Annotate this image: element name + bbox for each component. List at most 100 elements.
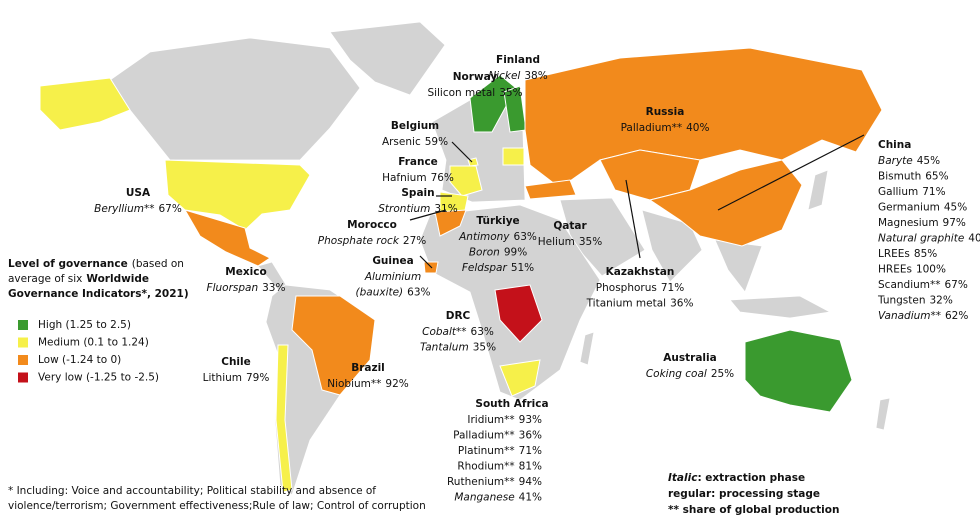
country-name: Morocco bbox=[347, 219, 397, 231]
material-share: 36% bbox=[670, 298, 693, 310]
material-label: Antimony 63% bbox=[458, 231, 537, 243]
material-label: Germanium 45% bbox=[878, 202, 967, 214]
country-name: France bbox=[398, 156, 438, 168]
material-share: 45% bbox=[917, 155, 940, 167]
material-label: Strontium 31% bbox=[378, 203, 457, 215]
material-name: LREEs bbox=[878, 248, 910, 260]
poland bbox=[502, 147, 525, 166]
key-part: ** share of global production bbox=[668, 504, 839, 516]
legend-title: Governance Indicators*, 2021) bbox=[8, 288, 189, 300]
material-label: Tantalum 35% bbox=[420, 342, 496, 354]
material-share: 25% bbox=[711, 368, 734, 380]
material-name: (bauxite) bbox=[356, 287, 404, 299]
material-share: 51% bbox=[511, 262, 534, 274]
material-label: HREEs 100% bbox=[878, 264, 946, 276]
material-share: 35% bbox=[579, 236, 602, 248]
material-label: Boron 99% bbox=[469, 247, 527, 259]
norway bbox=[469, 74, 517, 133]
country-name: Türkiye bbox=[476, 215, 519, 227]
material-share: 71% bbox=[661, 282, 684, 294]
material-share: 63% bbox=[514, 231, 537, 243]
material-name: Nickel bbox=[488, 70, 520, 82]
material-share: 71% bbox=[922, 186, 945, 198]
country-name: Chile bbox=[221, 356, 251, 368]
material-label: Palladium** 36% bbox=[453, 430, 542, 442]
material-name: Strontium bbox=[378, 203, 430, 215]
canada bbox=[109, 37, 361, 161]
legend-swatch bbox=[18, 372, 28, 383]
country-name: USA bbox=[126, 187, 151, 199]
material-share: 36% bbox=[519, 430, 542, 442]
material-label: Beryllium** 67% bbox=[94, 203, 182, 215]
material-name: Niobium** bbox=[327, 378, 381, 390]
legend-title-part: average of six bbox=[8, 273, 82, 285]
material-name: Germanium bbox=[878, 202, 940, 214]
material-share: 38% bbox=[524, 70, 547, 82]
material-name: Rhodium** bbox=[457, 461, 514, 473]
material-label: Vanadium** 62% bbox=[878, 310, 968, 322]
country-name: Guinea bbox=[372, 255, 413, 267]
material-label: Feldspar 51% bbox=[462, 262, 534, 274]
brazil bbox=[291, 295, 376, 396]
key-part: regular: processing stage bbox=[668, 488, 820, 500]
material-label: Hafnium 76% bbox=[382, 172, 454, 184]
australia bbox=[744, 329, 853, 413]
material-share: 67% bbox=[945, 279, 968, 291]
landmasses bbox=[39, 21, 891, 496]
material-name: Lithium bbox=[203, 372, 242, 384]
russia bbox=[524, 47, 883, 189]
footnote: violence/terrorism; Government effective… bbox=[8, 500, 426, 512]
country-name: Qatar bbox=[553, 220, 587, 232]
material-share: 41% bbox=[519, 492, 542, 504]
material-label: Phosphorus 71% bbox=[596, 282, 684, 294]
material-share: 79% bbox=[246, 372, 269, 384]
material-share: 35% bbox=[473, 342, 496, 354]
indonesia bbox=[729, 295, 832, 319]
material-name: Natural graphite bbox=[878, 233, 964, 245]
material-share: 63% bbox=[471, 326, 494, 338]
material-name: Phosphate rock bbox=[318, 235, 400, 247]
legend-swatch bbox=[18, 355, 28, 365]
mexico bbox=[183, 209, 271, 267]
new-zealand bbox=[875, 397, 891, 431]
material-label: Phosphate rock 27% bbox=[318, 235, 427, 247]
material-name: Phosphorus bbox=[596, 282, 657, 294]
legend-title: Level of governance (based on bbox=[8, 258, 184, 270]
material-label: Bismuth 65% bbox=[878, 171, 949, 183]
legend-swatch bbox=[18, 337, 28, 348]
legend-label: Very low (-1.25 to -2.5) bbox=[38, 372, 159, 384]
material-share: 33% bbox=[262, 282, 285, 294]
country-name: DRC bbox=[446, 310, 471, 322]
material-label: Tungsten 32% bbox=[877, 295, 953, 307]
legend-swatch bbox=[18, 320, 28, 330]
material-name: Vanadium** bbox=[878, 310, 941, 322]
turkiye bbox=[524, 179, 577, 200]
material-share: 93% bbox=[519, 414, 542, 426]
material-name: Palladium** bbox=[453, 430, 515, 442]
leader-lines bbox=[409, 134, 865, 269]
material-name: Silicon metal bbox=[427, 87, 495, 99]
material-share: 99% bbox=[504, 247, 527, 259]
key-line: ** share of global production bbox=[668, 504, 839, 516]
material-name: Arsenic bbox=[382, 136, 421, 148]
material-share: 97% bbox=[943, 217, 966, 229]
material-share: 65% bbox=[925, 171, 948, 183]
legend-title-part: Worldwide bbox=[86, 273, 149, 285]
material-label: Niobium** 92% bbox=[327, 378, 409, 390]
morocco bbox=[434, 209, 467, 237]
material-label: LREEs 85% bbox=[878, 248, 937, 260]
material-name: Tantalum bbox=[420, 342, 469, 354]
material-label: Natural graphite 40% bbox=[878, 233, 980, 245]
material-share: 62% bbox=[945, 310, 968, 322]
material-name: Scandium** bbox=[878, 279, 941, 291]
usa bbox=[164, 159, 311, 231]
japan bbox=[807, 169, 829, 211]
material-name: Titanium metal bbox=[586, 298, 667, 310]
legend-title-part: (based on bbox=[132, 258, 184, 270]
notes: * Including: Voice and accountability; P… bbox=[8, 472, 839, 516]
leader-line bbox=[419, 255, 433, 269]
material-share: 32% bbox=[930, 295, 953, 307]
material-share: 100% bbox=[916, 264, 946, 276]
material-label: Manganese 41% bbox=[454, 492, 542, 504]
material-name: Tungsten bbox=[877, 295, 926, 307]
